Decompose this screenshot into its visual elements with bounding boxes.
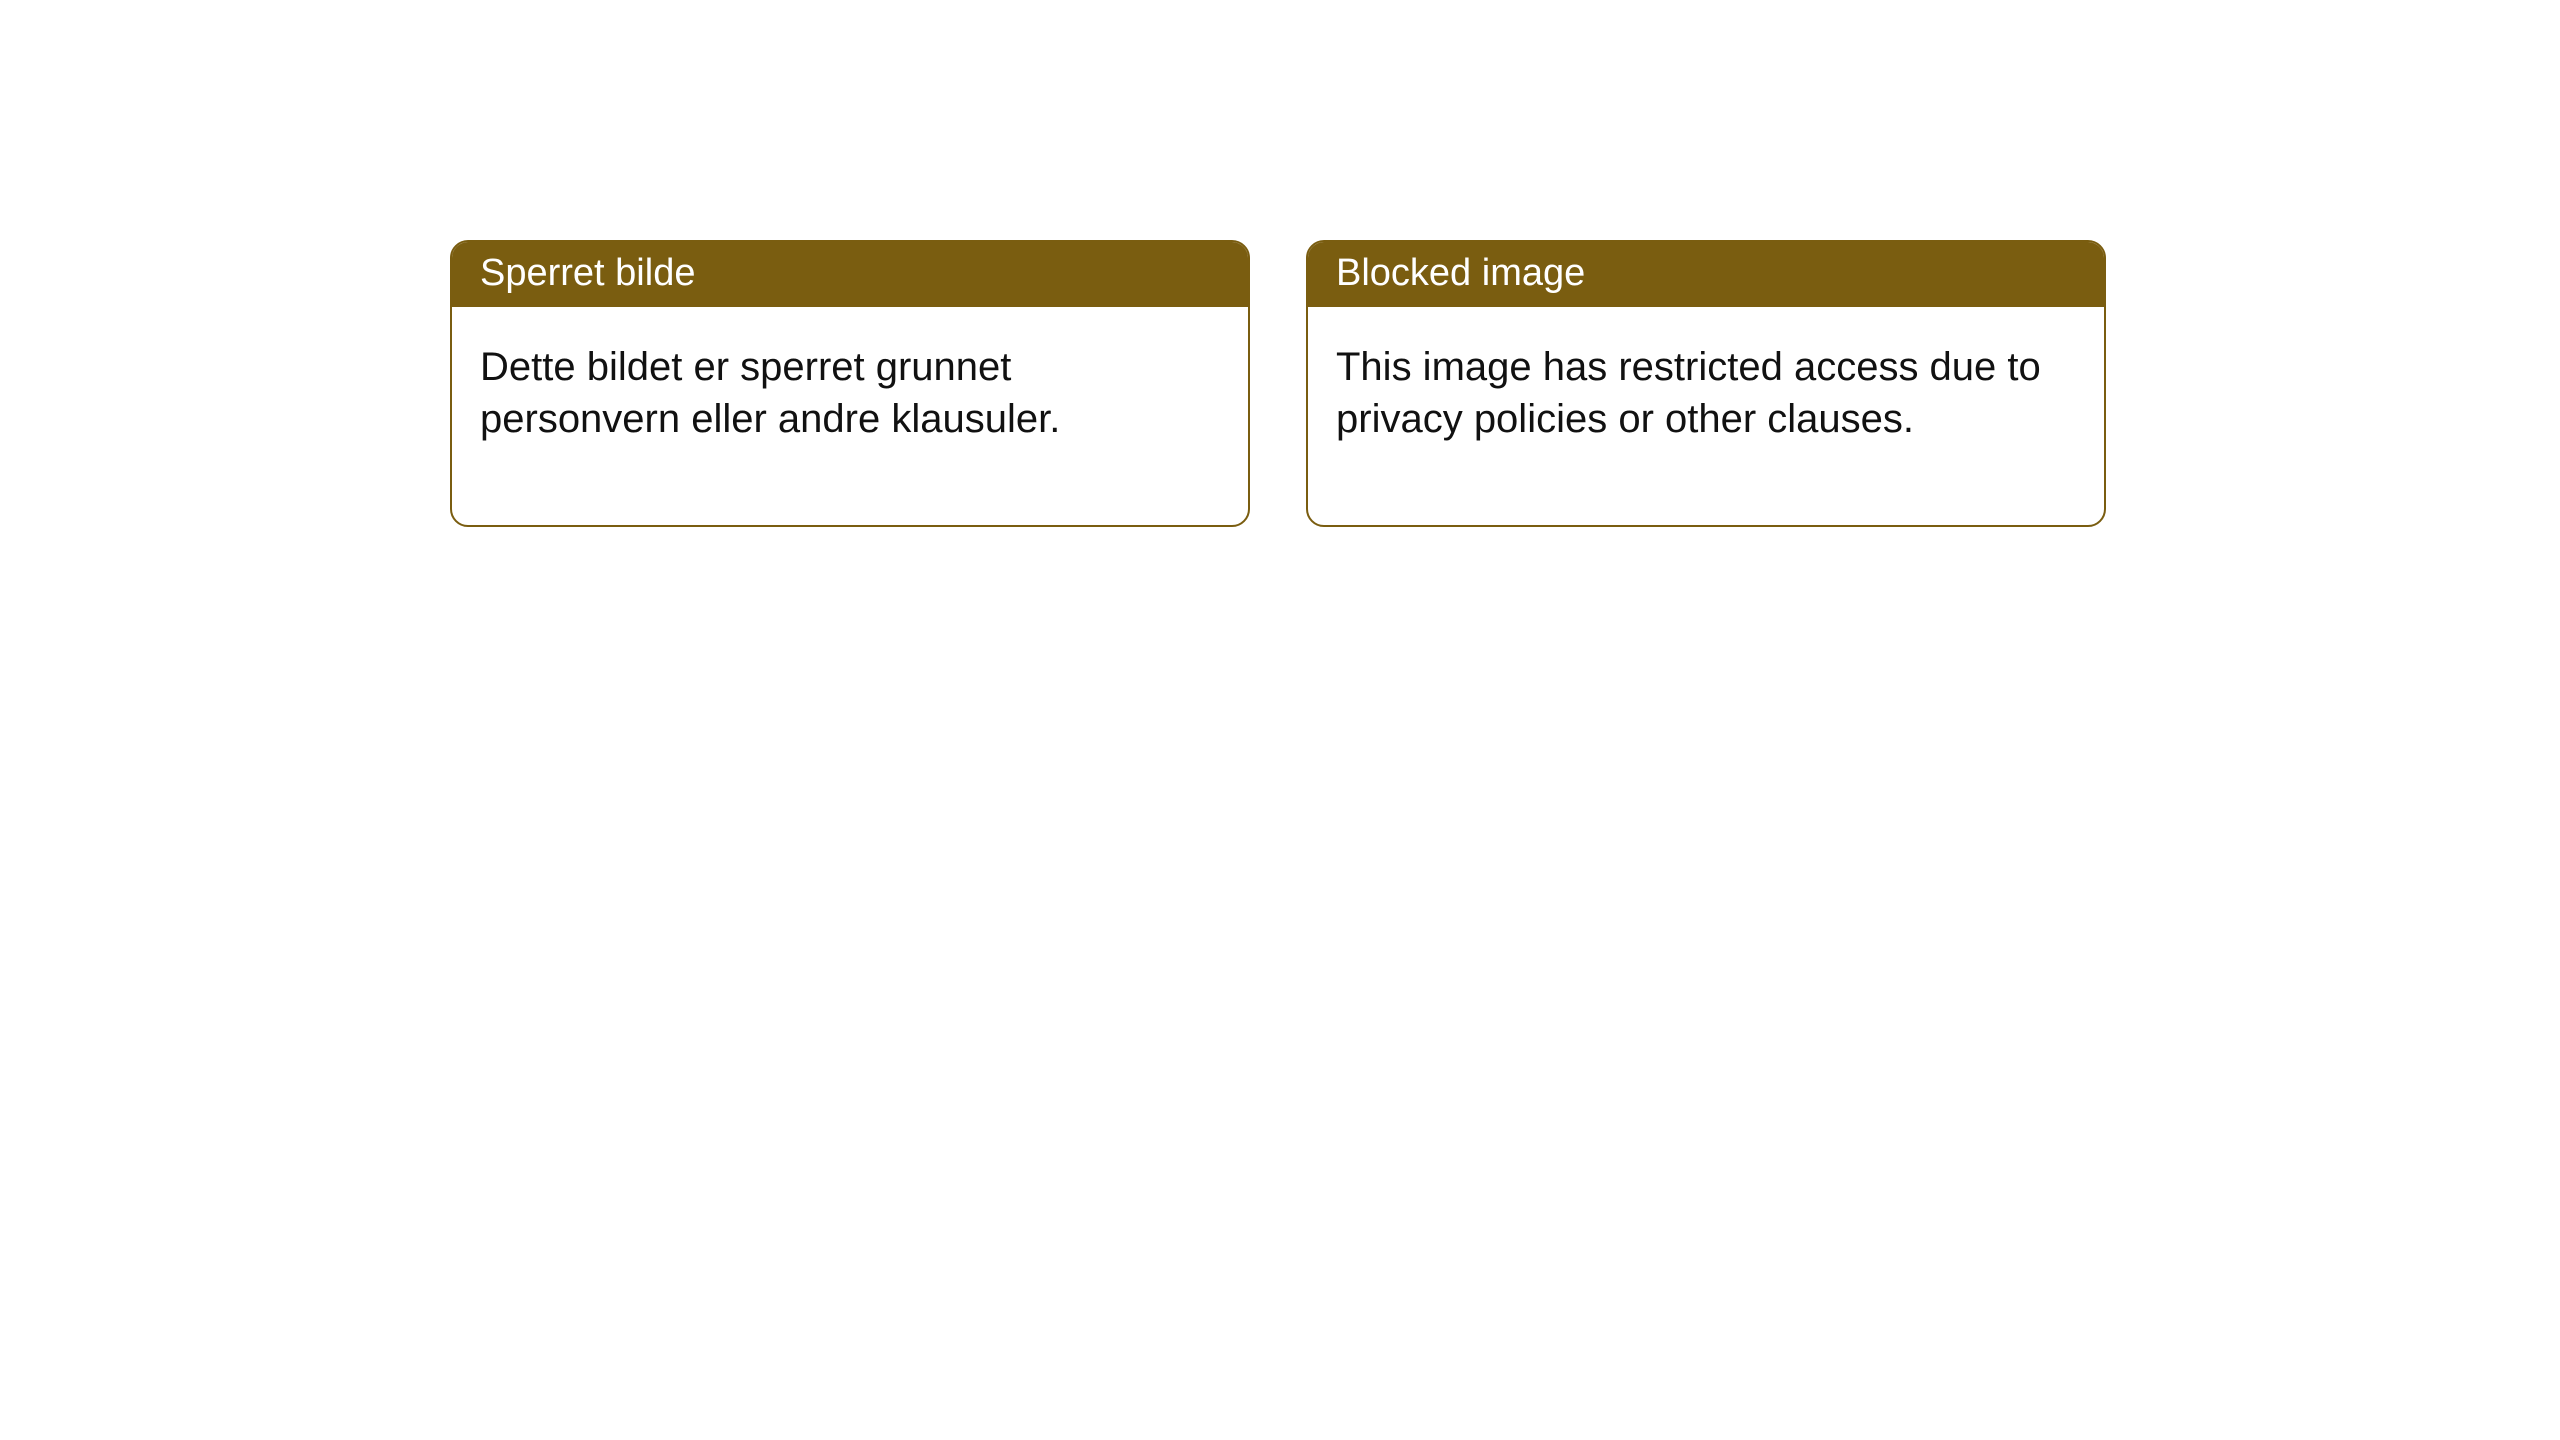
panel-header: Sperret bilde xyxy=(452,242,1248,307)
panel-body: Dette bildet er sperret grunnet personve… xyxy=(452,307,1248,525)
panel-body: This image has restricted access due to … xyxy=(1308,307,2104,525)
panel-header: Blocked image xyxy=(1308,242,2104,307)
panel-english: Blocked image This image has restricted … xyxy=(1306,240,2106,527)
panels-container: Sperret bilde Dette bildet er sperret gr… xyxy=(450,240,2106,527)
panel-norwegian: Sperret bilde Dette bildet er sperret gr… xyxy=(450,240,1250,527)
